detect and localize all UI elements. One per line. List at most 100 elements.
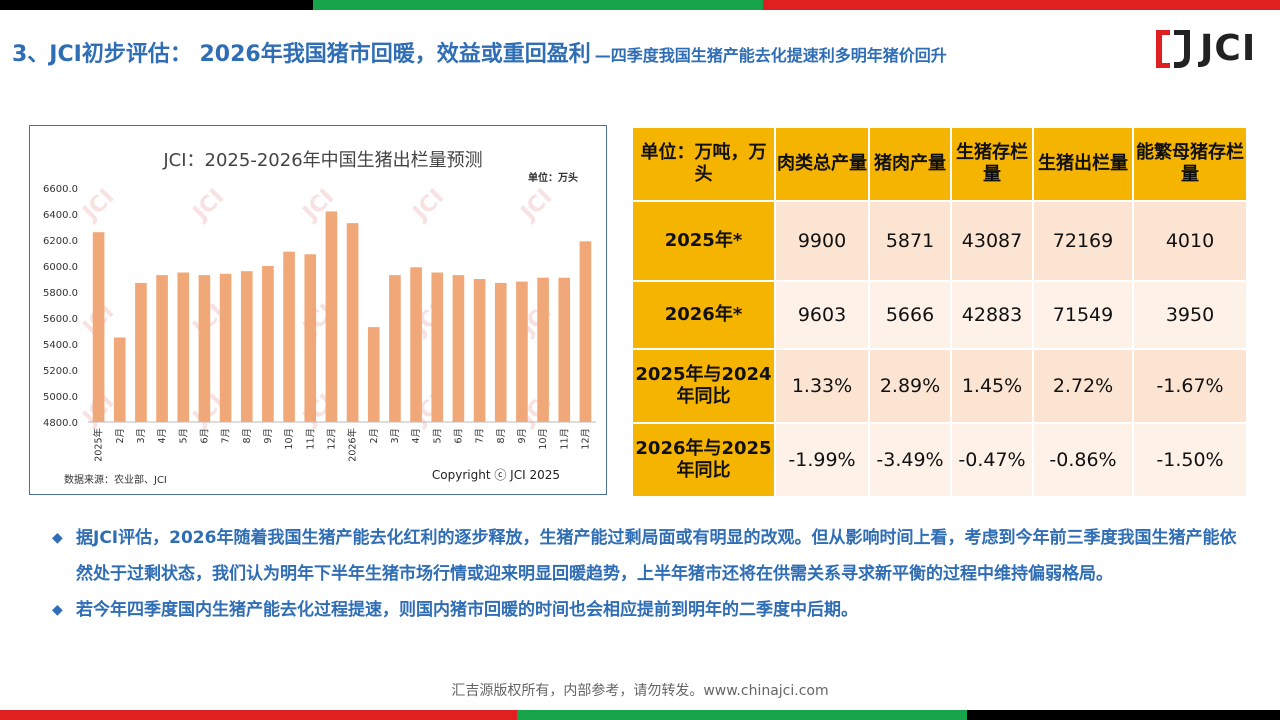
table-cell: 71549	[1032, 280, 1134, 350]
bar	[431, 272, 444, 422]
bar	[92, 232, 105, 422]
x-tick-label: 4月	[157, 428, 168, 444]
bar	[113, 337, 126, 422]
table-cell: -3.49%	[868, 422, 952, 498]
y-tick-label: 5400.0	[43, 340, 78, 351]
table-cell: 2.72%	[1032, 348, 1134, 424]
x-tick-label: 8月	[496, 428, 507, 444]
table-cell: 1.45%	[950, 348, 1034, 424]
data-table: 单位：万吨，万头 肉类总产量 猪肉产量 生猪存栏量 生猪出栏量 能繁母猪存栏量 …	[631, 126, 1248, 498]
bar	[389, 275, 401, 422]
table-cell: -1.99%	[774, 422, 870, 498]
table-cell: -1.67%	[1132, 348, 1248, 424]
table-cell: 9900	[774, 200, 870, 282]
diamond-bullet-icon: ◆	[52, 530, 63, 546]
footer-text: 汇吉源版权所有，内部参考，请勿转发。www.chinajci.com	[451, 683, 829, 699]
bar	[325, 211, 338, 422]
table-cell: 42883	[950, 280, 1034, 350]
bar	[558, 277, 571, 422]
chart-source: 数据来源：农业部、JCI	[64, 473, 167, 486]
bar	[410, 267, 422, 422]
row-label: 2025年*	[631, 200, 776, 282]
x-tick-label: 11月	[305, 428, 316, 450]
table-header-cell: 能繁母猪存栏量	[1132, 126, 1248, 202]
watermark-text: JCI	[77, 185, 119, 227]
table-header-cell: 肉类总产量	[774, 126, 870, 202]
table-cell: -0.47%	[950, 422, 1034, 498]
bar	[579, 241, 592, 422]
table-header-cell: 单位：万吨，万头	[631, 126, 776, 202]
y-tick-label: 6600.0	[43, 184, 78, 195]
x-tick-label: 4月	[411, 428, 422, 444]
x-tick-label: 10月	[284, 428, 295, 450]
y-tick-label: 5000.0	[43, 392, 78, 403]
table-cell: 43087	[950, 200, 1034, 282]
table-header-cell: 生猪存栏量	[950, 126, 1034, 202]
table-header-cell: 猪肉产量	[868, 126, 952, 202]
bar	[219, 273, 232, 422]
bar	[283, 251, 295, 422]
page-title-sub: —四季度我国生猪产能去化提速利多明年猪价回升	[594, 46, 947, 65]
bar	[156, 275, 168, 422]
y-tick-label: 5200.0	[43, 366, 78, 377]
table-cell: 2.89%	[868, 348, 952, 424]
x-tick-label: 2025年	[93, 428, 105, 462]
table-cell: 5666	[868, 280, 952, 350]
chart-panel: JCI：2025-2026年中国生猪出栏量预测 单位：万头 JCI JCI JCI J…	[29, 125, 607, 495]
bullet-item: ◆ 若今年四季度国内生猪产能去化过程提速，则国内猪市回暖的时间也会相应提前到明年…	[52, 592, 1242, 628]
bar	[262, 266, 274, 422]
x-tick-label: 5月	[432, 428, 443, 444]
bar	[240, 271, 253, 422]
watermark-text: JCI	[407, 185, 449, 227]
bar	[537, 277, 549, 422]
row-label: 2026年*	[631, 280, 776, 350]
y-tick-label: 5800.0	[43, 288, 78, 299]
x-tick-label: 9月	[263, 428, 274, 444]
page-title-main: 3、JCI初步评估： 2026年我国猪市回暖，效益或重回盈利	[12, 42, 591, 67]
table-header-cell: 生猪出栏量	[1032, 126, 1134, 202]
bar	[367, 327, 380, 422]
x-tick-label: 2月	[369, 428, 380, 444]
x-tick-label: 6月	[453, 428, 464, 444]
x-tick-label: 12月	[580, 428, 591, 450]
bullet-item: ◆ 据JCI评估，2026年随着我国生猪产能去化红利的逐步释放，生猪产能过剩局面…	[52, 520, 1242, 592]
x-tick-label: 3月	[136, 428, 147, 444]
bar	[304, 254, 317, 422]
table-row: 2025年与2024年同比 1.33% 2.89% 1.45% 2.72% -1…	[631, 348, 1248, 424]
x-tick-label: 3月	[390, 428, 401, 444]
jci-logo-icon	[1156, 30, 1190, 68]
x-tick-label: 11月	[559, 428, 570, 450]
row-label: 2025年与2024年同比	[631, 348, 776, 424]
y-tick-label: 6400.0	[43, 210, 78, 221]
bar	[452, 275, 465, 422]
bar	[494, 282, 507, 422]
table-cell: 72169	[1032, 200, 1134, 282]
bullet-text: 若今年四季度国内生猪产能去化过程提速，则国内猪市回暖的时间也会相应提前到明年的二…	[76, 600, 858, 620]
x-tick-label: 7月	[221, 428, 232, 444]
table-cell: -0.86%	[1032, 422, 1134, 498]
y-tick-label: 6200.0	[43, 236, 78, 247]
bottom-color-bar	[0, 710, 1280, 720]
table-cell: 3950	[1132, 280, 1248, 350]
x-tick-label: 6月	[199, 428, 210, 444]
table-row: 2026年与2025年同比 -1.99% -3.49% -0.47% -0.86…	[631, 422, 1248, 498]
page-title: 3、JCI初步评估： 2026年我国猪市回暖，效益或重回盈利 —四季度我国生猪产能…	[12, 36, 947, 68]
bar	[177, 272, 190, 422]
watermark-text: JCI	[515, 185, 557, 227]
bar	[198, 275, 211, 422]
y-tick-label: 4800.0	[43, 418, 78, 429]
table-cell: -1.50%	[1132, 422, 1248, 498]
table-row: 2025年* 9900 5871 43087 72169 4010	[631, 200, 1248, 282]
x-tick-label: 9月	[517, 428, 528, 444]
bar	[135, 282, 147, 422]
x-tick-label: 5月	[178, 428, 189, 444]
y-tick-label: 6000.0	[43, 262, 78, 273]
top-color-bar	[0, 0, 1280, 10]
x-tick-label: 10月	[538, 428, 549, 450]
bar	[473, 279, 486, 422]
table-header-row: 单位：万吨，万头 肉类总产量 猪肉产量 生猪存栏量 生猪出栏量 能繁母猪存栏量	[631, 126, 1248, 202]
y-tick-label: 5600.0	[43, 314, 78, 325]
row-label: 2026年与2025年同比	[631, 422, 776, 498]
chart-copyright: Copyright ⓒ JCI 2025	[432, 468, 560, 482]
bullet-text: 据JCI评估，2026年随着我国生猪产能去化红利的逐步释放，生猪产能过剩局面或有…	[76, 528, 1237, 584]
